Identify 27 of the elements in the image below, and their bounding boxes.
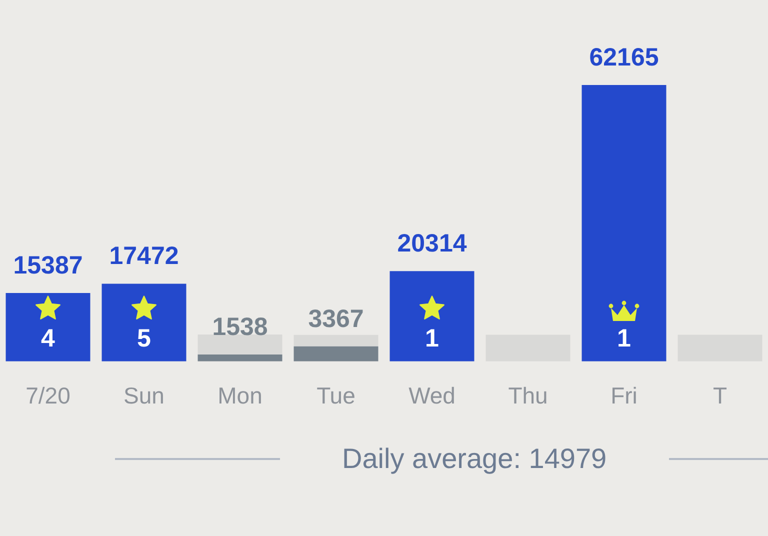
bar [6,292,90,362]
x-tick-label: T [712,382,728,409]
x-tick-label: Thu [508,382,548,409]
annotation: 1 [617,324,632,352]
x-tick-label: Sun [124,382,164,409]
data-label: 62165 [589,43,659,72]
x-tick-label: 7/20 [26,382,70,409]
bar [198,354,282,362]
text: Daily average: 14979 [342,443,607,475]
bar [294,346,378,362]
annotation: 4 [41,324,56,352]
data-label: 15387 [13,251,83,280]
data-label: 1538 [212,312,268,341]
annotation: 1 [425,324,440,352]
x-tick-label: Wed [408,382,456,409]
data-label: 17472 [109,242,179,270]
x-tick-label: Mon [218,382,262,409]
x-tick-label: Fri [610,382,638,409]
data-label: 3367 [308,304,364,333]
x-tick-label: Tue [316,382,356,409]
bar [582,85,666,362]
bar [102,284,186,362]
data-label: 20314 [397,229,467,258]
bar [294,334,378,346]
bar [390,271,474,362]
bar [198,334,282,355]
annotation: 5 [137,324,152,352]
